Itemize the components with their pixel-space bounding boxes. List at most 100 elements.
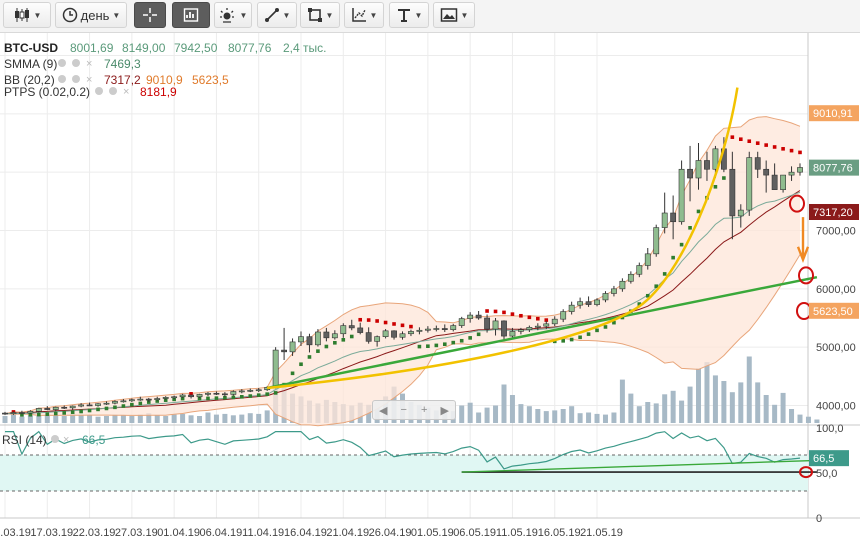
badge-bb-upper: 9010,91 bbox=[809, 105, 859, 122]
close-icon: × bbox=[86, 58, 92, 70]
navigation-control[interactable]: ◀ − + ▶ bbox=[372, 400, 456, 420]
psar-dot bbox=[383, 320, 388, 325]
psar-dot bbox=[764, 143, 768, 147]
bollinger-lower-line bbox=[4, 254, 801, 427]
psar-dot bbox=[400, 323, 405, 328]
candle bbox=[323, 327, 330, 342]
volume-bar bbox=[670, 390, 676, 423]
crosshair-button[interactable] bbox=[134, 2, 166, 28]
indicators-button[interactable]: ▼ bbox=[214, 2, 252, 28]
candles-icon bbox=[14, 8, 29, 22]
candle bbox=[281, 327, 287, 360]
candle bbox=[112, 400, 118, 405]
volume-bar bbox=[712, 375, 718, 423]
legend-ptps-controls[interactable]: × bbox=[95, 86, 129, 98]
candle bbox=[467, 312, 474, 323]
annotations-button[interactable]: ▼ bbox=[344, 2, 384, 28]
text-tool-icon bbox=[397, 9, 410, 22]
candle bbox=[551, 316, 558, 327]
price-tick-label: 6000,00 bbox=[816, 284, 856, 296]
legend-bb-name: BB (20,2) bbox=[4, 73, 55, 87]
psar-dot bbox=[679, 242, 684, 247]
image-button[interactable]: ▼ bbox=[433, 2, 475, 28]
timeframe-button[interactable]: день ▼ bbox=[55, 2, 127, 28]
zoom-in-icon[interactable]: + bbox=[421, 404, 428, 416]
volume-bar bbox=[103, 416, 109, 423]
candle bbox=[687, 145, 693, 202]
volume-bar bbox=[729, 392, 735, 423]
candle bbox=[137, 396, 144, 401]
eye-icon bbox=[95, 87, 103, 95]
candle bbox=[695, 143, 702, 190]
psar-dot bbox=[595, 328, 599, 333]
candle bbox=[315, 329, 321, 347]
rsi-tick-label: 50,0 bbox=[816, 468, 837, 480]
psar-dot bbox=[798, 150, 802, 155]
date-tick-label: 11.05.19 bbox=[496, 527, 538, 539]
rsi-controls[interactable]: × bbox=[51, 434, 69, 446]
psar-dot bbox=[527, 315, 532, 320]
volume-bar bbox=[611, 412, 617, 423]
draw-line-button[interactable]: ▼ bbox=[257, 2, 297, 28]
candle bbox=[162, 396, 169, 400]
psar-dot bbox=[104, 406, 109, 411]
psar-dot bbox=[603, 325, 608, 329]
volume-bar bbox=[763, 395, 769, 423]
candle bbox=[238, 389, 245, 394]
rsi-tick-label: 100,0 bbox=[816, 423, 844, 435]
price-badges: 9010,91 8077,76 7317,20 5623,50 66,5 bbox=[809, 105, 859, 467]
candle bbox=[213, 391, 220, 395]
volume-bar bbox=[137, 414, 143, 423]
candle bbox=[704, 151, 710, 181]
bollinger-middle-line bbox=[4, 190, 801, 415]
candle bbox=[441, 324, 448, 332]
legend-bb-controls[interactable]: × bbox=[58, 74, 92, 86]
legend-high: 8149,00 bbox=[122, 41, 166, 55]
zoom-out-icon[interactable]: − bbox=[400, 404, 407, 416]
psar-dot bbox=[755, 141, 760, 145]
eye-icon bbox=[58, 75, 66, 83]
date-tick-label: 11.04.19 bbox=[242, 527, 284, 539]
badge-close: 8077,76 bbox=[809, 159, 859, 176]
legend-bb-mid: 7317,2 bbox=[104, 73, 141, 87]
candle bbox=[120, 399, 127, 403]
candle bbox=[399, 331, 406, 340]
candle bbox=[797, 163, 803, 176]
scroll-right-icon[interactable]: ▶ bbox=[440, 404, 449, 417]
volume-bar bbox=[704, 362, 710, 423]
psar-dot bbox=[519, 313, 523, 318]
svg-text:8077,76: 8077,76 bbox=[813, 163, 853, 175]
candle bbox=[560, 309, 567, 323]
chart-type-button[interactable] bbox=[172, 2, 210, 28]
text-tool-button[interactable]: ▼ bbox=[389, 2, 429, 28]
volume-bar bbox=[560, 409, 566, 423]
psar-dot bbox=[781, 147, 785, 151]
psar-dot bbox=[231, 395, 236, 400]
scroll-left-icon[interactable]: ◀ bbox=[379, 404, 388, 417]
candle bbox=[518, 327, 524, 335]
candle bbox=[230, 390, 237, 396]
legend-smma-controls[interactable]: × bbox=[58, 58, 92, 70]
candle bbox=[729, 151, 736, 240]
volume-bar bbox=[10, 414, 16, 423]
volume-bar bbox=[61, 416, 67, 423]
psar-dot bbox=[451, 340, 456, 345]
trendline-green bbox=[266, 275, 818, 390]
volume-bar bbox=[264, 410, 270, 423]
candle bbox=[86, 402, 93, 407]
shapes-button[interactable]: ▼ bbox=[300, 2, 340, 28]
psar-dot bbox=[70, 410, 75, 414]
psar-dot bbox=[442, 342, 447, 347]
volume-bar bbox=[721, 381, 727, 423]
volume-bar bbox=[696, 368, 702, 423]
candle bbox=[661, 192, 668, 234]
chart-area[interactable]: 7000,00 6000,00 5000,00 4000,00 100,0 50,0 0 1… bbox=[0, 33, 860, 544]
candle bbox=[35, 407, 42, 413]
volume-bar bbox=[493, 405, 499, 423]
volume-bar bbox=[146, 413, 152, 423]
volume-bar bbox=[645, 402, 651, 423]
volume-bar bbox=[628, 393, 634, 423]
volume-bar bbox=[619, 379, 625, 423]
chart-style-button[interactable]: ▼ bbox=[3, 2, 51, 28]
psar-dot bbox=[772, 145, 777, 149]
